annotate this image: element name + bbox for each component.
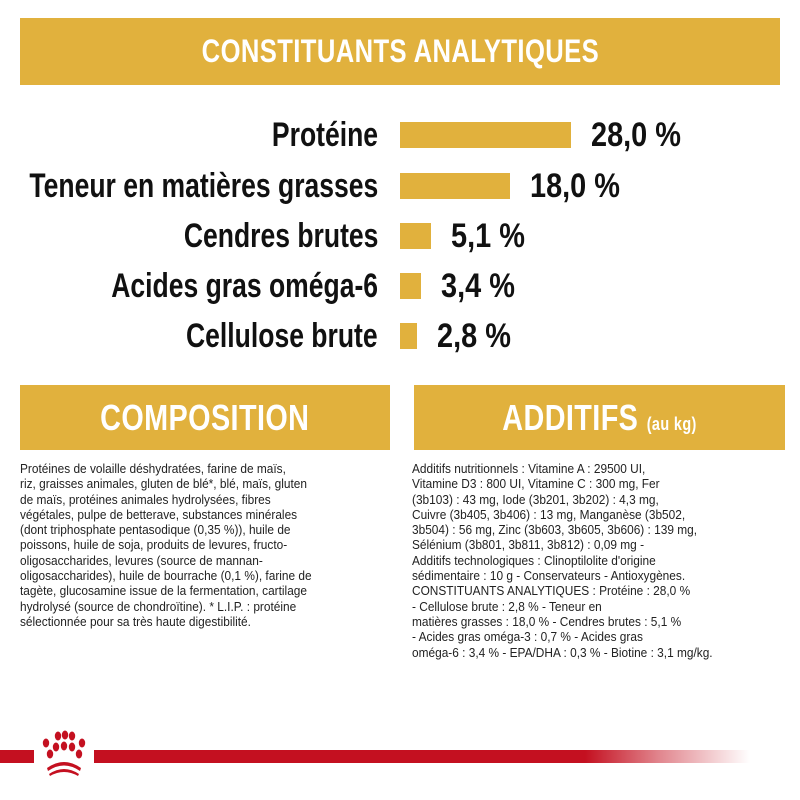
header-title: CONSTITUANTS ANALYTIQUES	[201, 33, 599, 69]
nutrient-row: Cellulose brute 2,8 %	[0, 316, 800, 356]
nutrient-label: Teneur en matières grasses	[29, 167, 378, 205]
nutrient-value: 5,1 %	[451, 217, 526, 255]
nutrient-bar	[400, 323, 418, 349]
nutrient-row: Protéine 28,0 %	[0, 115, 800, 155]
nutrient-label: Protéine	[271, 116, 378, 154]
nutrient-bar	[400, 173, 510, 199]
royal-canin-crown-icon	[34, 728, 94, 780]
nutrient-value: 18,0 %	[529, 167, 620, 205]
analytical-constituents-header: CONSTITUANTS ANALYTIQUES	[20, 18, 780, 85]
nutrient-row: Acides gras oméga-6 3,4 %	[0, 266, 800, 306]
additifs-header: ADDITIFS (au kg)	[414, 385, 785, 450]
nutrient-label: Cellulose brute	[186, 317, 378, 355]
additifs-title: ADDITIFS	[502, 396, 639, 438]
nutrient-row: Teneur en matières grasses 18,0 %	[0, 166, 800, 206]
nutrient-value: 3,4 %	[440, 267, 515, 305]
nutrient-row: Cendres brutes 5,1 %	[0, 216, 800, 256]
composition-text: Protéines de volaille déshydratées, fari…	[20, 461, 312, 629]
nutrient-value: 2,8 %	[437, 317, 511, 355]
nutrient-bar	[400, 273, 421, 299]
brand-red-line	[0, 750, 750, 763]
nutrient-bar	[400, 122, 571, 148]
nutrient-label: Cendres brutes	[183, 217, 378, 255]
composition-header: COMPOSITION	[20, 385, 390, 450]
nutrient-value: 28,0 %	[590, 116, 681, 154]
nutrient-bar	[400, 223, 432, 249]
nutrient-label: Acides gras oméga-6	[111, 267, 378, 305]
additifs-text: Additifs nutritionnels : Vitamine A : 29…	[412, 461, 713, 660]
composition-title: COMPOSITION	[100, 396, 310, 438]
additifs-subtitle: (au kg)	[646, 413, 697, 434]
